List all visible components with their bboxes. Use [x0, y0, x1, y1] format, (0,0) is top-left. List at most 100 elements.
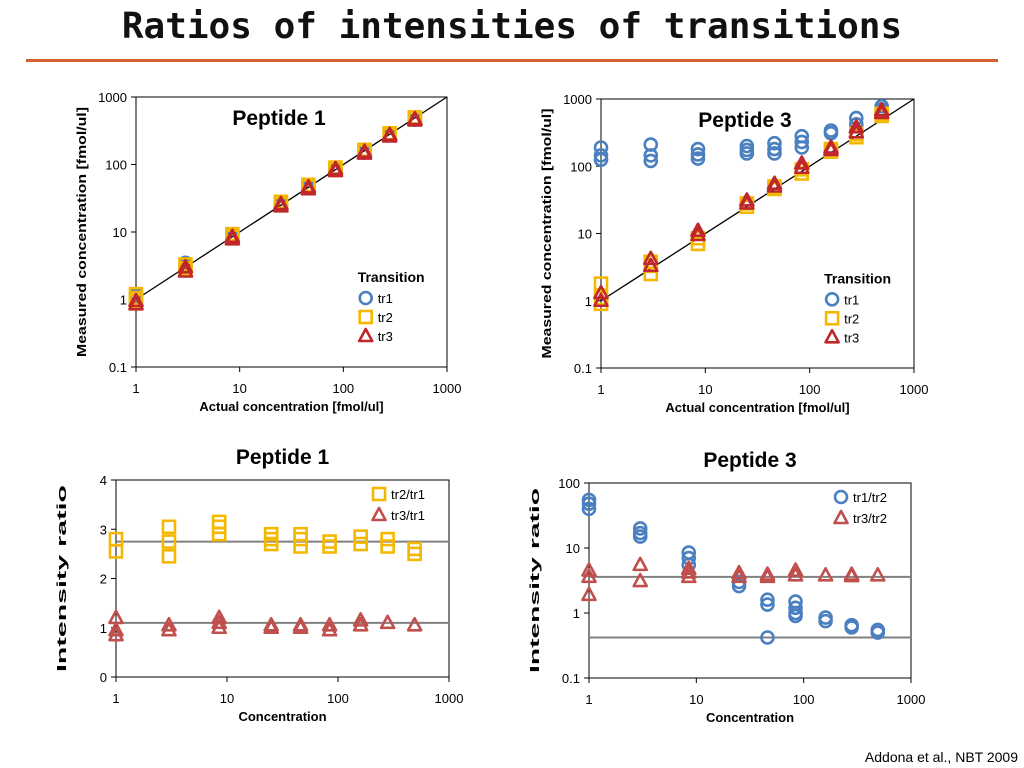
y-tick-label: 1000: [98, 90, 127, 105]
data-point-tr3: [766, 175, 783, 191]
data-point-tr3-tr2: [680, 564, 697, 579]
data-point-tr3-tr1: [108, 626, 124, 642]
data-point-tr3-tr1: [379, 614, 396, 630]
legend-label: tr3: [844, 330, 859, 345]
data-point-tr1-tr2: [581, 496, 597, 512]
data-point-tr2-tr1: [353, 536, 368, 552]
y-tick-label: 0: [100, 670, 107, 685]
data-point-tr2-tr1: [353, 529, 368, 544]
legend-label: tr2/tr1: [391, 487, 425, 502]
legend-marker-tr3-tr2: [833, 509, 849, 525]
y-tick-label: 0.1: [574, 361, 592, 376]
legend-label: tr1: [844, 292, 859, 307]
data-point-tr3-tr1: [161, 616, 177, 632]
data-point-tr3-tr1: [352, 612, 369, 627]
data-point-tr2-tr1: [293, 539, 308, 554]
y-tick-label: 1: [120, 293, 127, 308]
y-tick-label: 100: [105, 158, 127, 173]
data-point-tr2-tr1: [380, 539, 395, 554]
chart-title: Peptide 3: [698, 109, 791, 132]
y-tick-label: 10: [113, 225, 127, 240]
y-tick-label: 1: [100, 621, 107, 636]
data-point-tr3: [356, 145, 373, 160]
y-axis-label: Measured concentration [fmol/ul]: [539, 109, 554, 359]
legend-label: tr3: [378, 329, 393, 344]
data-point-tr2-tr1: [161, 549, 177, 564]
legend-marker-tr2-tr1: [371, 486, 387, 502]
data-point-tr1-tr2: [760, 630, 775, 645]
data-point-tr2: [643, 266, 659, 282]
data-point-tr1: [767, 135, 782, 151]
data-point-tr3-tr2: [817, 567, 834, 582]
data-point-tr1-tr2: [581, 501, 597, 517]
data-point-tr1: [690, 147, 706, 162]
legend-marker-tr2: [358, 309, 374, 325]
x-tick-label: 100: [327, 691, 349, 706]
x-axis-label: Concentration: [238, 709, 326, 724]
data-point-tr3-tr2: [680, 560, 697, 576]
data-point-tr3: [690, 226, 706, 242]
data-point-tr3-tr2: [581, 586, 597, 602]
legend-label: tr3/tr1: [391, 508, 425, 523]
x-tick-label: 1000: [900, 382, 929, 397]
data-point-tr3-tr1: [321, 621, 338, 637]
data-point-tr3: [739, 192, 755, 207]
data-point-tr3: [793, 159, 810, 175]
data-point-tr1-tr2: [844, 620, 859, 635]
x-tick-label: 1: [597, 382, 604, 397]
data-point-tr3: [128, 292, 144, 308]
data-point-tr1-tr2: [818, 613, 833, 629]
data-point-tr3: [823, 141, 839, 157]
chart-title: Peptide 1: [236, 446, 330, 469]
x-tick-label: 1000: [435, 691, 464, 706]
data-point-tr3-tr2: [632, 572, 649, 588]
x-axis-label: Actual concentration [fmol/ul]: [199, 399, 383, 414]
data-point-tr2-tr1: [293, 531, 308, 547]
y-tick-label: 1: [585, 294, 592, 309]
legend-title: Transition: [358, 269, 425, 285]
y-tick-label: 4: [100, 473, 107, 488]
data-point-tr2-tr1: [211, 519, 227, 535]
data-point-tr3: [642, 257, 659, 273]
data-point-tr3-tr1: [161, 621, 177, 637]
x-tick-label: 10: [220, 691, 234, 706]
data-point-tr3: [300, 180, 317, 196]
data-point-tr3: [593, 284, 609, 300]
data-point-tr3-tr1: [321, 616, 338, 632]
data-point-tr3: [848, 123, 865, 139]
data-point-tr2: [593, 276, 609, 291]
data-point-tr3-tr2: [869, 567, 886, 582]
x-tick-label: 10: [689, 692, 703, 707]
y-tick-label: 0.1: [109, 360, 127, 375]
y-tick-label: 10: [578, 227, 592, 242]
data-point-tr2-tr1: [161, 519, 177, 535]
data-point-tr3-tr2: [581, 568, 597, 584]
data-point-tr3-tr1: [406, 616, 423, 632]
x-tick-label: 100: [799, 382, 821, 397]
slide-title: Ratios of intensities of transitions: [121, 6, 903, 47]
data-point-tr2-tr1: [161, 534, 177, 549]
data-point-tr3: [177, 263, 194, 278]
data-point-tr3: [593, 292, 609, 308]
x-tick-label: 1000: [897, 692, 926, 707]
data-point-tr3-tr1: [108, 621, 124, 637]
data-point-tr2-tr1: [211, 526, 227, 542]
x-tick-label: 1: [112, 691, 119, 706]
y-axis-label: Intensity ratio: [54, 485, 69, 672]
y-tick-label: 100: [558, 476, 580, 491]
data-point-tr1-tr2: [788, 608, 803, 624]
plot-frame: [588, 482, 912, 679]
x-tick-label: 1: [132, 381, 139, 396]
data-point-tr1-tr2: [632, 529, 648, 544]
y-tick-label: 0.1: [562, 671, 580, 686]
data-point-tr1: [794, 134, 810, 150]
data-point-tr3-tr2: [581, 562, 597, 577]
x-tick-label: 1: [585, 692, 592, 707]
data-point-tr3-tr2: [787, 562, 804, 577]
data-point-tr1: [690, 151, 706, 166]
legend-label: tr1: [378, 291, 393, 306]
data-point-tr3: [690, 222, 706, 238]
